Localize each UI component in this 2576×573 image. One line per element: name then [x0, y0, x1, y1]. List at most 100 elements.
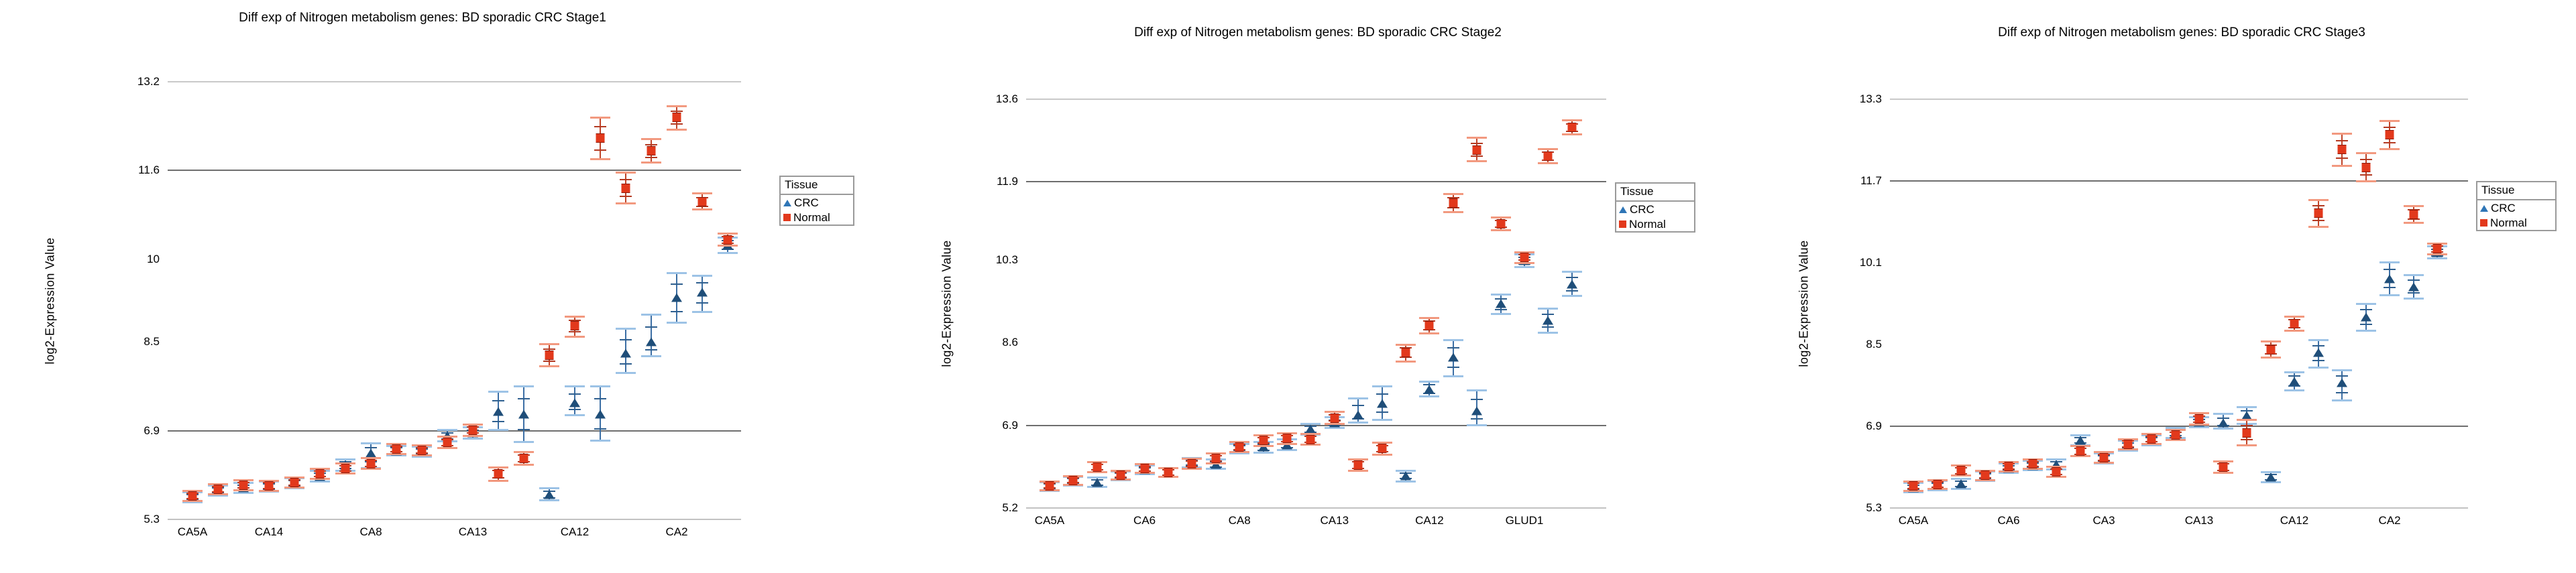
error-bar-cap [594, 149, 606, 151]
x-tick-label: CA2 [2378, 514, 2401, 527]
legend-item-normal: Normal [1616, 216, 1694, 231]
error-bar-cap [1396, 343, 1416, 346]
error-bar-cap [2359, 324, 2372, 326]
data-point-normal [2242, 428, 2251, 438]
error-bar-cap [1538, 148, 1559, 151]
error-bar-cap [1561, 270, 1582, 273]
error-bar-cap [2312, 344, 2325, 346]
gridline [1890, 507, 2468, 509]
error-bar-cap [1277, 432, 1297, 434]
data-point-normal [366, 458, 376, 468]
error-bar-cap [1400, 357, 1412, 359]
data-point-normal [1045, 481, 1054, 491]
data-point-crc [2384, 274, 2395, 283]
data-point-normal [264, 481, 274, 491]
error-bar-cap [594, 428, 606, 430]
x-tick-label: CA5A [177, 525, 208, 538]
y-tick-label: 6.9 [144, 424, 160, 437]
error-bar-cap [284, 487, 304, 490]
error-bar-cap [2217, 417, 2229, 419]
error-bar-cap [2379, 148, 2400, 151]
error-bar-cap [2260, 471, 2281, 474]
error-bar-cap [1205, 468, 1226, 470]
error-bar-cap [2312, 205, 2325, 207]
error-bar-cap [645, 156, 657, 158]
gridline [1026, 181, 1606, 183]
error-bar-cap [412, 444, 432, 446]
error-bar-cap [233, 489, 254, 491]
error-bar-cap [565, 414, 585, 417]
error-bar-cap [182, 501, 203, 503]
error-bar-cap [2022, 469, 2043, 472]
error-bar-cap [620, 178, 632, 180]
error-bar-cap [2141, 432, 2162, 435]
data-point-crc [2337, 378, 2347, 387]
error-bar-cap [1182, 458, 1202, 460]
error-bar-cap [1561, 133, 1582, 135]
data-point-normal [2099, 452, 2109, 462]
error-bar-cap [696, 302, 708, 304]
x-tick-label: CA6 [1133, 514, 1156, 527]
error-bar-cap [2427, 257, 2447, 260]
error-bar-cap [2308, 338, 2329, 341]
x-tick-label: CA12 [560, 525, 590, 538]
error-bar-cap [692, 310, 712, 313]
error-bar-cap [1371, 419, 1392, 422]
error-bar-cap [2355, 151, 2376, 154]
data-point-normal [443, 438, 452, 448]
error-bar-cap [569, 393, 581, 395]
error-bar-cap [671, 283, 683, 285]
y-tick-label: 11.7 [1860, 174, 1882, 187]
error-bar-cap [2165, 428, 2186, 431]
error-bar-cap [1205, 462, 1226, 464]
error-bar-cap [1253, 444, 1274, 447]
legend-item-normal: Normal [2477, 215, 2555, 230]
error-bar-cap [2213, 471, 2233, 474]
error-bar-cap [2046, 475, 2066, 478]
data-point-normal [1543, 151, 1553, 161]
error-bar-cap [2165, 426, 2186, 429]
error-bar-cap [310, 468, 330, 470]
error-bar-cap [543, 348, 555, 350]
error-bar-cap [1300, 444, 1321, 446]
error-bar-cap [2189, 424, 2209, 426]
data-point-normal [1140, 464, 1150, 474]
error-bar-cap [1277, 449, 1297, 452]
data-point-crc [671, 293, 682, 302]
data-point-normal [1259, 436, 1268, 446]
x-tick-label: CA8 [359, 525, 382, 538]
error-bar-cap [1542, 313, 1555, 315]
error-bar-cap [645, 143, 657, 145]
error-bar-cap [620, 196, 632, 198]
error-bar-cap [671, 123, 683, 125]
error-bar-cap [2379, 261, 2400, 263]
error-bar-cap [2046, 458, 2066, 461]
data-point-normal [188, 491, 197, 501]
error-bar-cap [2046, 465, 2066, 468]
error-bar-cap [620, 339, 632, 341]
error-bar-cap [1561, 119, 1582, 122]
error-bar-cap [412, 454, 432, 456]
legend-title: Tissue [781, 177, 853, 195]
legend-item-crc: CRC [781, 195, 853, 210]
error-bar-cap [1253, 434, 1274, 436]
error-bar-cap [2237, 419, 2257, 422]
data-point-normal [392, 444, 401, 454]
error-bar-cap [2312, 360, 2325, 362]
x-tick-label: GLUD1 [1505, 514, 1544, 527]
error-bar-cap [1086, 486, 1107, 489]
error-bar-cap [2336, 375, 2348, 377]
error-bar-cap [1300, 422, 1321, 425]
y-tick-label: 6.9 [1866, 420, 1882, 432]
data-point-normal [1211, 453, 1221, 463]
error-bar-cap [335, 472, 355, 474]
error-bar-cap [182, 490, 203, 493]
data-point-normal [1306, 434, 1315, 444]
y-axis-label: log2-Expression Value [43, 237, 57, 365]
error-bar-cap [565, 335, 585, 338]
error-bar-cap [361, 442, 381, 445]
error-bar-cap [1951, 464, 1971, 467]
error-bar-cap [2189, 412, 2209, 415]
data-point-normal [494, 469, 503, 479]
error-bar-cap [1376, 411, 1388, 413]
